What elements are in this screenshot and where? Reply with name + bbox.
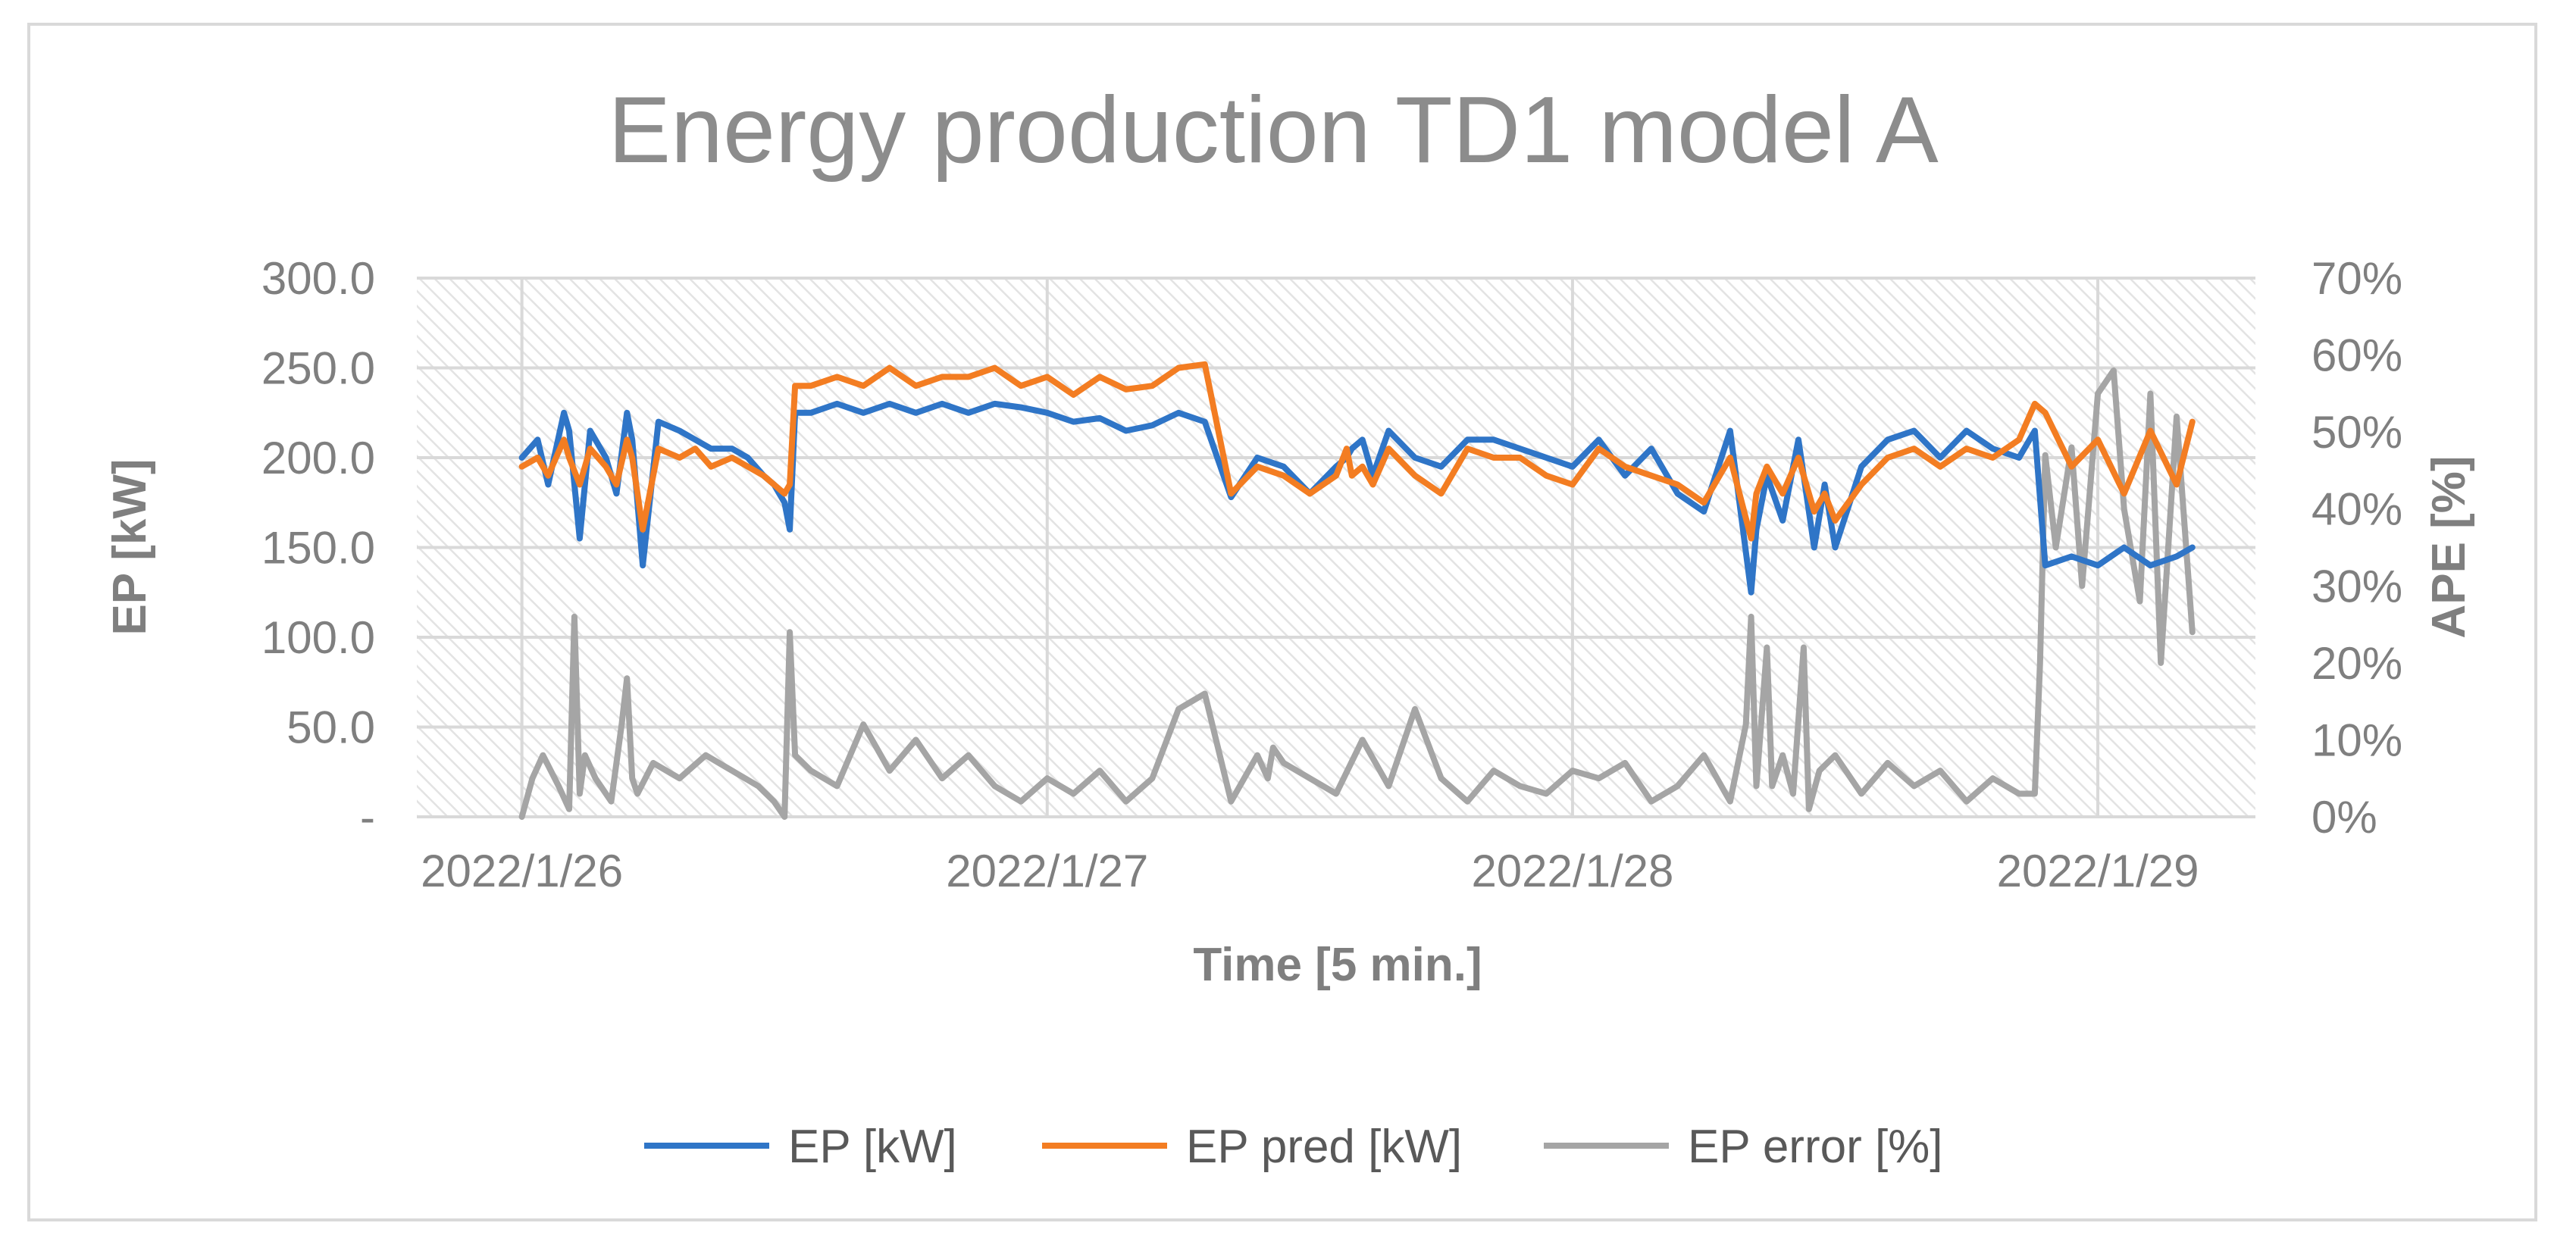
- y2-tick-label: 30%: [2312, 561, 2402, 611]
- legend: EP [kW] EP pred [kW] EP error [%]: [644, 1121, 1943, 1173]
- left-axis-ticks: - 50.0 100.0 150.0 200.0 250.0 300.0: [261, 253, 375, 843]
- legend-label-ep-error: EP error [%]: [1688, 1121, 1943, 1173]
- y-tick-label: 250.0: [261, 343, 375, 394]
- y2-tick-label: 10%: [2312, 715, 2402, 765]
- x-tick-label: 2022/1/26: [421, 846, 623, 896]
- y2-tick-label: 50%: [2312, 407, 2402, 458]
- y-tick-label: 50.0: [286, 702, 375, 753]
- horizontal-gridlines: [417, 277, 2255, 818]
- right-axis-ticks: 0% 10% 20% 30% 40% 50% 60% 70%: [2312, 253, 2402, 843]
- x-tick-label: 2022/1/27: [946, 846, 1148, 896]
- y2-tick-label: 0%: [2312, 792, 2377, 843]
- y-tick-label: 300.0: [261, 253, 375, 304]
- y2-tick-label: 40%: [2312, 484, 2402, 535]
- legend-label-ep-pred: EP pred [kW]: [1186, 1121, 1462, 1173]
- x-tick-label: 2022/1/28: [1471, 846, 1673, 896]
- x-tick-label: 2022/1/29: [1997, 846, 2199, 896]
- y-tick-label: 150.0: [261, 523, 375, 574]
- y-tick-label: 100.0: [261, 612, 375, 663]
- y2-axis-title: APE [%]: [2423, 455, 2475, 638]
- x-axis-title: Time [5 min.]: [1193, 939, 1482, 991]
- y-axis-title: EP [kW]: [104, 458, 156, 635]
- legend-label-ep: EP [kW]: [788, 1121, 957, 1173]
- x-axis-ticks: 2022/1/26 2022/1/27 2022/1/28 2022/1/29: [421, 846, 2199, 896]
- y2-tick-label: 60%: [2312, 330, 2402, 381]
- y-tick-label: -: [360, 792, 375, 843]
- y2-tick-label: 20%: [2312, 638, 2402, 689]
- y-tick-label: 200.0: [261, 433, 375, 483]
- series-layer: [518, 361, 2196, 820]
- series-line-ep-pred: [518, 361, 2196, 542]
- chart-title: Energy production TD1 model A: [608, 78, 1939, 183]
- y2-tick-label: 70%: [2312, 253, 2402, 304]
- series-line-ep-error: [518, 367, 2196, 820]
- chart-svg: Energy production TD1 model A - 50.0 100.0…: [104, 78, 2475, 1173]
- vertical-gridlines: [520, 278, 2100, 817]
- chart-frame: Energy production TD1 model A - 50.0 100.0…: [27, 23, 2537, 1221]
